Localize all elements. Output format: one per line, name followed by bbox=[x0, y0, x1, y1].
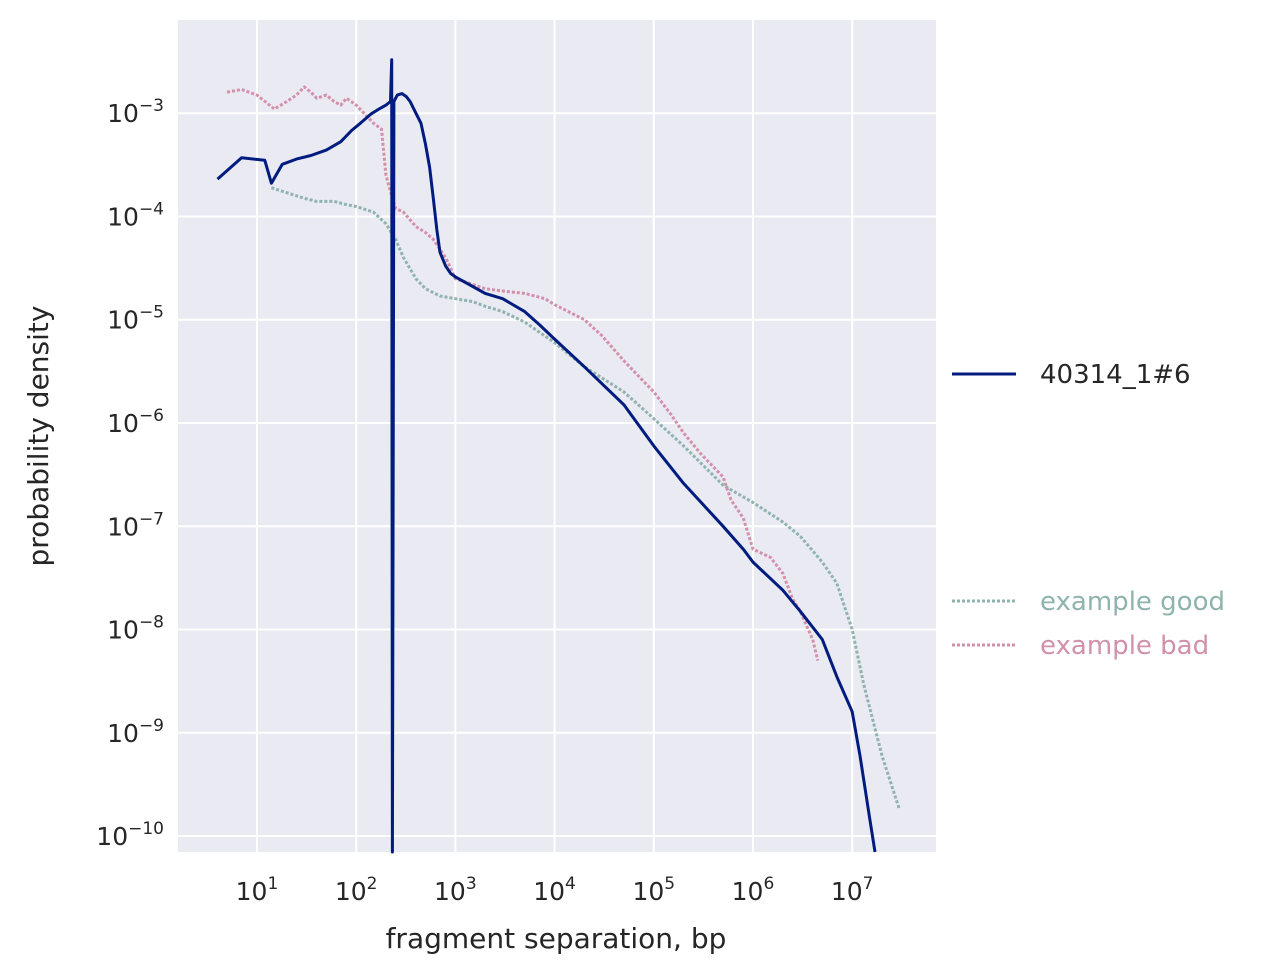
x-tick-label-5: 106 bbox=[732, 874, 775, 906]
series-layer bbox=[216, 58, 901, 854]
x-tick-label-4: 105 bbox=[632, 874, 675, 906]
series-line-example-bad bbox=[226, 85, 820, 661]
legend-label-good: example good bbox=[1040, 587, 1225, 617]
y-tick-label-4: 10−7 bbox=[107, 509, 164, 541]
y-tick-label-7: 10−10 bbox=[96, 819, 164, 851]
y-tick-labels: 10−3 10−4 10−5 10−6 10−7 10−8 10−9 10−10 bbox=[96, 96, 164, 851]
grid-lines bbox=[178, 20, 936, 852]
y-tick-label-6: 10−9 bbox=[107, 716, 164, 748]
y-tick-label-0: 10−3 bbox=[107, 96, 164, 128]
series-line-40314-1-6 bbox=[216, 58, 877, 854]
x-tick-labels: 101 102 103 104 105 106 107 bbox=[236, 874, 874, 906]
legend-label-primary: 40314_1#6 bbox=[1040, 360, 1191, 390]
plot-background bbox=[178, 20, 936, 852]
x-tick-label-3: 104 bbox=[533, 874, 576, 906]
y-tick-label-1: 10−4 bbox=[107, 199, 164, 231]
y-tick-label-2: 10−5 bbox=[107, 303, 164, 335]
x-tick-label-6: 107 bbox=[831, 874, 874, 906]
x-tick-label-0: 101 bbox=[236, 874, 279, 906]
x-axis-label: fragment separation, bp bbox=[386, 922, 727, 955]
legend-label-bad: example bad bbox=[1040, 631, 1209, 661]
y-tick-label-5: 10−8 bbox=[107, 613, 164, 645]
series-line-example-good bbox=[270, 186, 901, 811]
y-axis-label: probability density bbox=[22, 306, 55, 567]
x-tick-label-1: 102 bbox=[335, 874, 378, 906]
x-tick-label-2: 103 bbox=[434, 874, 477, 906]
y-tick-label-3: 10−6 bbox=[107, 406, 164, 438]
